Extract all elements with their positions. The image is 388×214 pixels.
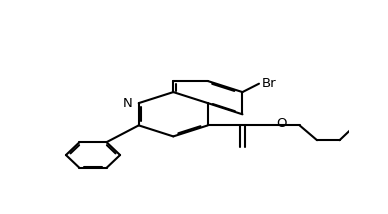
- Text: N: N: [122, 97, 132, 110]
- Text: O: O: [276, 117, 286, 130]
- Text: Br: Br: [262, 77, 277, 90]
